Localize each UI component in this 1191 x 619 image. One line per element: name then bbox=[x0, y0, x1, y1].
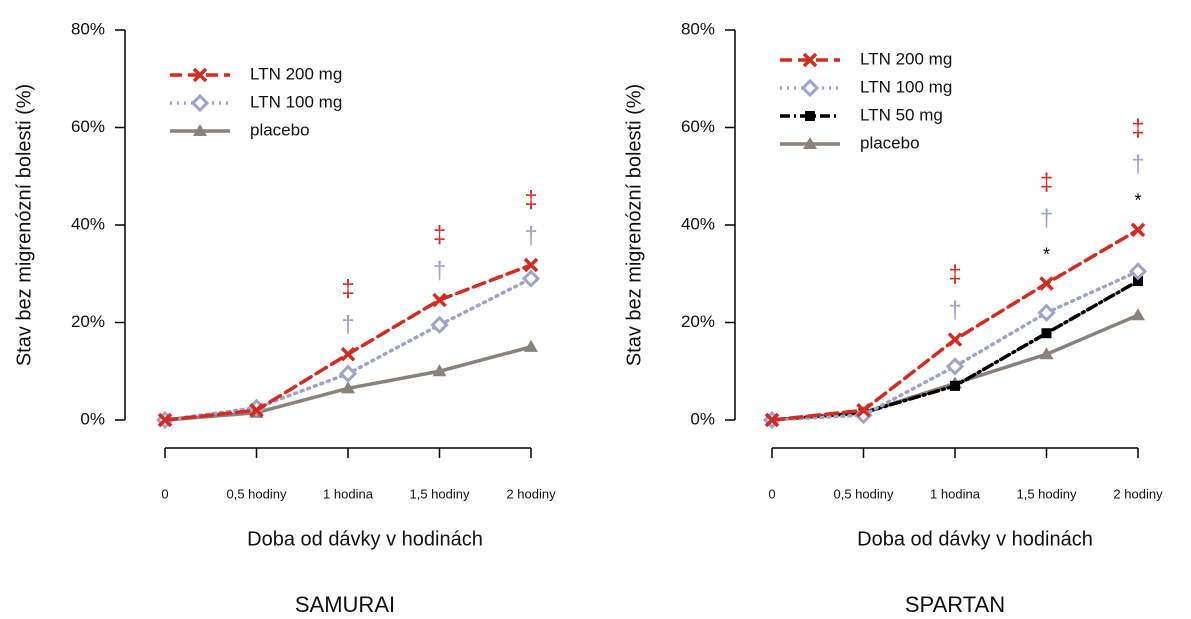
legend-label: LTN 200 mg bbox=[250, 64, 342, 83]
marker bbox=[1041, 328, 1052, 339]
x-tick-label: 1 hodina bbox=[930, 486, 981, 501]
legend-label: LTN 200 mg bbox=[860, 49, 952, 68]
marker bbox=[338, 364, 358, 383]
y-tick-label: 80% bbox=[681, 19, 715, 38]
annotation: † bbox=[433, 257, 446, 284]
marker bbox=[950, 380, 960, 391]
x-axis-label: Doba od dávky v hodinách bbox=[857, 528, 1093, 550]
marker bbox=[1131, 308, 1145, 321]
annotation: † bbox=[1131, 151, 1144, 178]
marker bbox=[523, 257, 539, 273]
y-axis-label: Stav bez migrenózní bolesti (%) bbox=[623, 84, 645, 366]
marker bbox=[340, 346, 356, 362]
marker bbox=[856, 403, 871, 418]
x-axis-label: Doba od dávky v hodinách bbox=[247, 528, 483, 550]
legend-label: placebo bbox=[860, 133, 920, 152]
annotation: * bbox=[1134, 191, 1141, 211]
x-tick-label: 0 bbox=[161, 486, 168, 501]
annotation: ‡ bbox=[1040, 169, 1053, 196]
legend-label: LTN 100 mg bbox=[860, 77, 952, 96]
marker bbox=[1128, 262, 1148, 281]
y-tick-label: 60% bbox=[681, 117, 715, 136]
annotation: ‡ bbox=[433, 221, 446, 248]
marker bbox=[193, 124, 207, 136]
marker bbox=[192, 67, 208, 83]
chart: 0% 20% 40% 60% 80% 0 0,5 hodiny 1 hodina 1,5 hod… bbox=[623, 19, 1163, 616]
legend-label: LTN 100 mg bbox=[250, 92, 342, 111]
marker bbox=[805, 111, 815, 121]
marker bbox=[190, 93, 210, 113]
marker bbox=[945, 357, 965, 376]
x-tick-label: 1,5 hodiny bbox=[410, 486, 470, 501]
marker bbox=[521, 269, 541, 288]
series-line bbox=[770, 228, 1140, 422]
marker bbox=[1130, 222, 1146, 238]
marker bbox=[1037, 303, 1056, 322]
annotation: ‡ bbox=[948, 261, 961, 288]
y-tick-label: 40% bbox=[681, 214, 715, 233]
chart-title: SAMURAI bbox=[295, 592, 395, 617]
annotation: † bbox=[948, 297, 961, 324]
y-tick-label: 0% bbox=[690, 409, 715, 428]
legend-label: LTN 50 mg bbox=[860, 105, 943, 124]
annotation: * bbox=[1043, 244, 1050, 264]
annotation: ‡ bbox=[524, 186, 537, 213]
y-tick-label: 40% bbox=[71, 214, 105, 233]
y-axis-label: Stav bez migrenózní bolesti (%) bbox=[13, 84, 35, 366]
annotation: ‡ bbox=[341, 276, 354, 303]
marker bbox=[432, 292, 447, 308]
marker bbox=[1133, 276, 1143, 287]
marker bbox=[802, 52, 818, 68]
marker bbox=[524, 339, 538, 352]
x-tick-label: 2 hodiny bbox=[506, 486, 556, 501]
annotation: † bbox=[524, 222, 537, 249]
y-tick-label: 20% bbox=[681, 312, 715, 331]
annotation: † bbox=[341, 312, 354, 339]
y-tick-label: 60% bbox=[71, 117, 105, 136]
x-tick-label: 0,5 hodiny bbox=[834, 486, 894, 501]
marker bbox=[249, 403, 264, 418]
x-tick-label: 0 bbox=[768, 486, 775, 501]
marker bbox=[764, 412, 780, 428]
marker bbox=[800, 78, 820, 98]
annotation: † bbox=[1040, 205, 1053, 232]
marker bbox=[430, 315, 449, 335]
chart-title: SPARTAN bbox=[905, 592, 1005, 617]
series-line bbox=[770, 269, 1140, 422]
x-tick-label: 1 hodina bbox=[323, 486, 374, 501]
legend-label: placebo bbox=[250, 120, 310, 139]
y-tick-label: 20% bbox=[71, 312, 105, 331]
marker bbox=[1039, 347, 1054, 360]
marker bbox=[803, 137, 817, 149]
x-tick-label: 1,5 hodiny bbox=[1017, 486, 1077, 501]
annotation: ‡ bbox=[1131, 115, 1144, 142]
y-tick-label: 80% bbox=[71, 19, 105, 38]
marker bbox=[947, 332, 963, 347]
chart: 0% 20% 40% 60% 80% 0 0,5 hodiny 1 hodina 1,5 hod… bbox=[13, 19, 556, 616]
x-tick-label: 0,5 hodiny bbox=[227, 486, 287, 501]
marker bbox=[341, 381, 355, 394]
marker bbox=[1039, 276, 1054, 291]
marker bbox=[432, 364, 447, 377]
y-tick-label: 0% bbox=[80, 409, 105, 428]
marker bbox=[157, 412, 173, 428]
x-tick-label: 2 hodiny bbox=[1113, 486, 1163, 501]
